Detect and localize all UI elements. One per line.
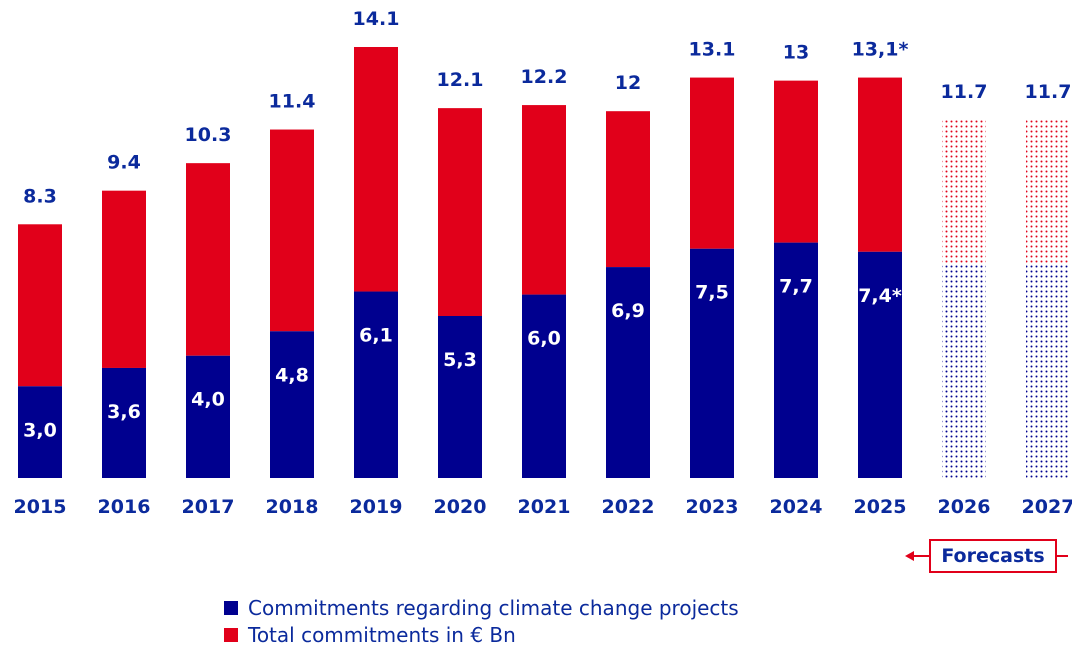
bar-climate-2017 <box>186 355 230 478</box>
bar-total-2015 <box>18 224 62 387</box>
data-label-climate-2019: 6,1 <box>359 325 393 347</box>
data-label-total-2021: 12.2 <box>521 66 568 88</box>
bar-forecast-upper-2027 <box>1026 120 1070 265</box>
tick-label-2020: 2020 <box>434 496 487 518</box>
bar-climate-2025 <box>858 251 902 478</box>
data-label-total-2015: 8.3 <box>23 185 57 207</box>
bar-climate-2023 <box>690 248 734 478</box>
bar-total-2025 <box>858 77 902 252</box>
legend-label-climate: Commitments regarding climate change pro… <box>248 595 739 620</box>
tick-label-2017: 2017 <box>182 496 235 518</box>
bar-total-2019 <box>354 47 398 292</box>
bar-climate-2016 <box>102 367 146 478</box>
bar-climate-2020 <box>438 315 482 478</box>
data-label-climate-2020: 5,3 <box>443 349 477 371</box>
bar-climate-2024 <box>774 242 818 478</box>
bar-total-2021 <box>522 105 566 295</box>
tick-label-2018: 2018 <box>266 496 319 518</box>
bar-forecast-lower-2026 <box>942 264 986 478</box>
tick-label-2015: 2015 <box>14 496 67 518</box>
bar-forecast-upper-2026 <box>942 120 986 265</box>
forecast-arrow-head <box>905 551 914 561</box>
data-label-climate-2016: 3,6 <box>107 401 141 423</box>
legend-swatch-climate <box>224 600 238 615</box>
stacked-bar-chart: 3,0 8.3 2015 3,6 9.4 2016 4,0 10.3 2017 4,8 11.4 20… <box>14 8 1072 561</box>
tick-label-2024: 2024 <box>770 496 823 518</box>
forecast-label: Forecasts <box>941 545 1045 567</box>
bar-forecast-lower-2027 <box>1026 264 1070 478</box>
bar-total-2020 <box>438 108 482 316</box>
legend-item-total: Total commitments in € Bn <box>224 621 739 648</box>
tick-label-2016: 2016 <box>98 496 151 518</box>
data-label-climate-2018: 4,8 <box>275 364 309 386</box>
bar-climate-2018 <box>270 331 314 478</box>
bar-total-2024 <box>774 80 818 243</box>
legend-label-total: Total commitments in € Bn <box>248 622 516 647</box>
legend-swatch-total <box>224 627 238 642</box>
bar-climate-2022 <box>606 267 650 478</box>
data-label-total-2018: 11.4 <box>269 91 316 113</box>
bar-total-2017 <box>186 163 230 356</box>
bars-group <box>18 47 1070 478</box>
bar-climate-2015 <box>18 386 62 478</box>
data-label-total-2023: 13.1 <box>689 39 736 61</box>
tick-label-2026: 2026 <box>938 496 991 518</box>
legend: Commitments regarding climate change pro… <box>224 594 739 648</box>
labels-group: 3,0 8.3 2015 3,6 9.4 2016 4,0 10.3 2017 4,8 11.4 20… <box>14 8 1072 561</box>
bar-total-2022 <box>606 111 650 268</box>
data-label-total-2019: 14.1 <box>353 8 400 30</box>
data-label-total-2027: 11.7 <box>1025 81 1072 103</box>
tick-label-2019: 2019 <box>350 496 403 518</box>
data-label-climate-2024: 7,7 <box>779 276 813 298</box>
bar-climate-2021 <box>522 294 566 478</box>
data-label-climate-2021: 6,0 <box>527 328 561 350</box>
tick-label-2021: 2021 <box>518 496 571 518</box>
tick-label-2023: 2023 <box>686 496 739 518</box>
data-label-total-2024: 13 <box>783 42 809 64</box>
tick-label-2022: 2022 <box>602 496 655 518</box>
bar-total-2023 <box>690 77 734 249</box>
forecast-badge: Forecasts <box>929 539 1057 573</box>
bar-climate-2019 <box>354 291 398 478</box>
data-label-climate-2017: 4,0 <box>191 389 225 411</box>
data-label-climate-2015: 3,0 <box>23 419 57 441</box>
data-label-total-2017: 10.3 <box>185 124 232 146</box>
data-label-total-2020: 12.1 <box>437 69 484 91</box>
bar-total-2018 <box>270 129 314 332</box>
bar-total-2016 <box>102 190 146 368</box>
data-label-climate-2022: 6,9 <box>611 300 645 322</box>
tick-label-2027: 2027 <box>1022 496 1072 518</box>
data-label-total-2026: 11.7 <box>941 81 988 103</box>
data-label-total-2025: 13,1* <box>852 39 909 61</box>
data-label-total-2016: 9.4 <box>107 152 141 174</box>
legend-item-climate: Commitments regarding climate change pro… <box>224 594 739 621</box>
tick-label-2025: 2025 <box>854 496 907 518</box>
data-label-climate-2023: 7,5 <box>695 282 729 304</box>
data-label-climate-2025: 7,4* <box>858 285 902 307</box>
data-label-total-2022: 12 <box>615 72 641 94</box>
